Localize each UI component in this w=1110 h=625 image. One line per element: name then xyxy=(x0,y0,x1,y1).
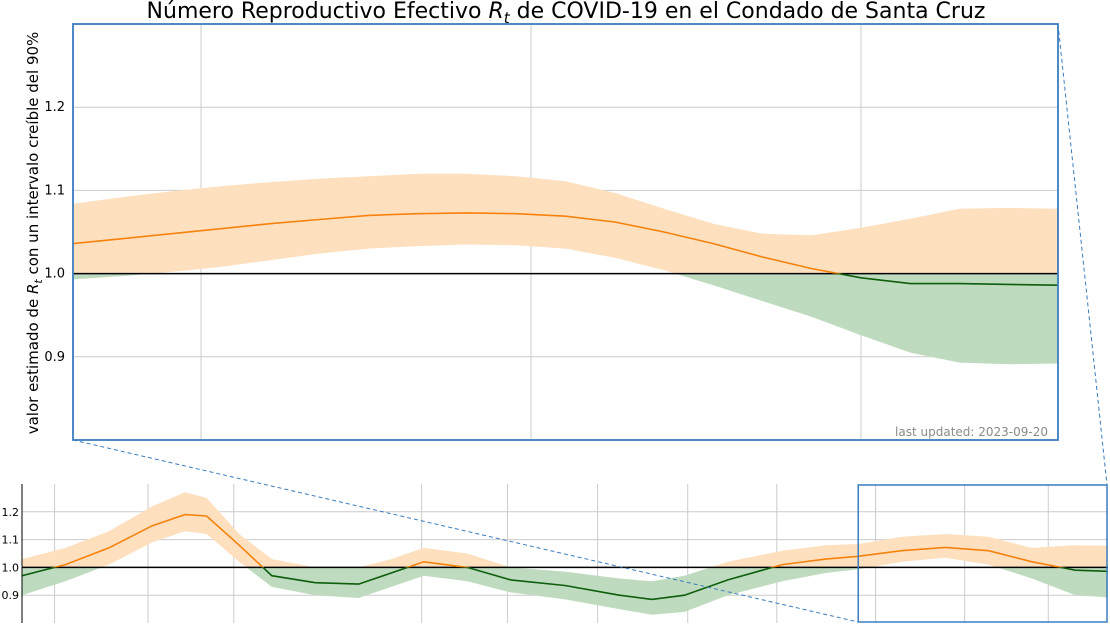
zoom-connector-left xyxy=(72,439,859,623)
rt-mean-line-above xyxy=(51,513,1066,568)
zoom-bands xyxy=(73,173,1058,365)
chart-title: Número Reproductivo Efectivo Rt de COVID… xyxy=(147,0,986,27)
overview-lines xyxy=(22,513,1108,601)
rt-mean-line-above xyxy=(73,212,843,274)
overview-ticks: 0.9 1.0 1.1 1.2 xyxy=(2,506,20,602)
rt-mean-line-below xyxy=(834,273,1058,286)
zoom-connector-right xyxy=(1057,23,1108,486)
zoom-ticks: 0.9 1.0 1.1 1.2 xyxy=(44,100,65,365)
last-updated-note: last updated: 2023-09-20 xyxy=(895,425,1048,439)
zoom-lines xyxy=(73,212,1058,286)
rt-mean-line-below xyxy=(22,567,1108,601)
credible-band-above xyxy=(73,173,1058,274)
y-axis-label: valor estimado de Rt con un intervalo cr… xyxy=(24,32,45,435)
y-tick-label: 1.1 xyxy=(2,534,20,547)
overview-bands xyxy=(22,492,1108,615)
y-tick-label: 1.0 xyxy=(2,561,20,574)
zoom-panel: 0.9 1.0 1.1 1.2 last updated: 2023-09-20 xyxy=(44,23,1059,441)
overview-panel: 0.9 1.0 1.1 1.2 xyxy=(2,23,1108,623)
zoom-frame xyxy=(72,23,1059,441)
y-tick-label: 1.2 xyxy=(2,506,20,519)
y-tick-label: 0.9 xyxy=(2,589,20,602)
credible-band-below xyxy=(73,273,1058,365)
zoom-window-frame xyxy=(857,484,1108,623)
credible-band-above xyxy=(22,492,1108,568)
y-tick-label: 1.1 xyxy=(44,183,65,198)
y-tick-label: 1.2 xyxy=(44,100,65,115)
y-tick-label: 0.9 xyxy=(44,350,65,365)
y-tick-label: 1.0 xyxy=(44,267,65,282)
